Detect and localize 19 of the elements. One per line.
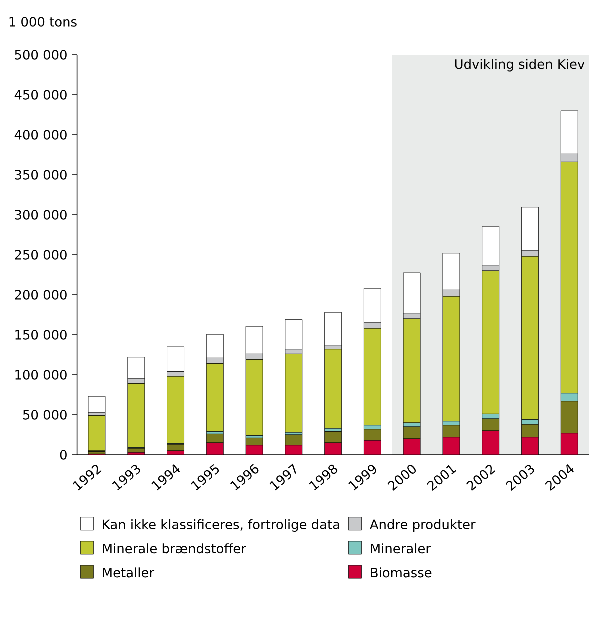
- y-tick-label: 450 000: [14, 90, 67, 100]
- legend-label: Kan ikke klassificeres, fortrolige data: [103, 519, 340, 532]
- y-tick-label: 50 000: [23, 410, 67, 420]
- band-label: Udvikling siden Kiev: [455, 59, 585, 72]
- y-tick-label: 150 000: [16, 330, 67, 340]
- y-tick-label: 500 000: [15, 50, 67, 60]
- legend-label: Biomasse: [371, 568, 432, 578]
- y-tick-label: 100 000: [16, 370, 67, 380]
- y-tick-label: 200 000: [15, 290, 67, 300]
- y-tick-label: 350 000: [15, 170, 67, 180]
- y-tick-label: 400 000: [14, 130, 67, 140]
- legend-label: Mineraler: [371, 544, 432, 554]
- y-tick-label: 250 000: [15, 250, 67, 260]
- legend-label: Metaller: [103, 568, 155, 578]
- y-tick-label: 0: [60, 450, 67, 460]
- y-tick-label: 300 000: [15, 210, 67, 220]
- legend-label: Minerale brændstoffer: [103, 544, 246, 554]
- legend-label: Andre produkter: [370, 519, 476, 532]
- y-axis-title: 1 000 tons: [10, 17, 77, 27]
